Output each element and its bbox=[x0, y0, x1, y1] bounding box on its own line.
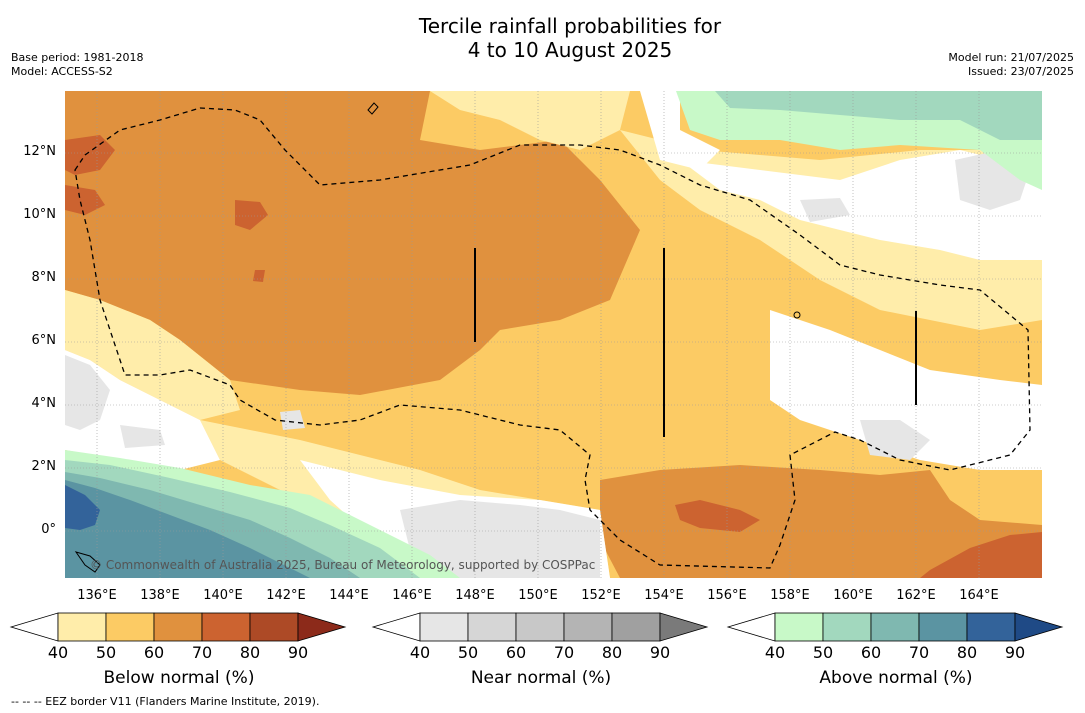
longitude-tick-label: 146°E bbox=[392, 588, 432, 603]
longitude-tick-label: 142°E bbox=[266, 588, 306, 603]
meta-right: Model run: 21/07/2025 Issued: 23/07/2025 bbox=[948, 51, 1074, 79]
longitude-tick-label: 164°E bbox=[959, 588, 999, 603]
latitude-tick-label: 4°N bbox=[31, 396, 57, 411]
colorbar-segment bbox=[105, 612, 155, 642]
longitude-tick-label: 160°E bbox=[833, 588, 873, 603]
map-gridlines bbox=[65, 91, 1042, 578]
colorbar-tick-label: 60 bbox=[143, 643, 165, 662]
colorbar-segment bbox=[419, 612, 469, 642]
colorbar-segment bbox=[515, 612, 565, 642]
colorbar-min-extension bbox=[9, 612, 59, 642]
above-normal-label: Above normal (%) bbox=[819, 668, 973, 688]
colorbar-tick-label: 40 bbox=[764, 643, 786, 662]
colorbar-tick-label: 40 bbox=[47, 643, 69, 662]
longitude-tick-label: 140°E bbox=[203, 588, 243, 603]
eez-border bbox=[74, 107, 1031, 569]
issued-date: Issued: 23/07/2025 bbox=[967, 65, 1074, 78]
colorbar-below-normal bbox=[9, 612, 347, 642]
island-outline bbox=[367, 102, 379, 115]
colorbar-tick-label: 80 bbox=[239, 643, 261, 662]
colorbar-segment bbox=[774, 612, 824, 642]
longitude-tick-label: 148°E bbox=[455, 588, 495, 603]
near-normal-label: Near normal (%) bbox=[470, 668, 612, 688]
colorbar-tick-label: 80 bbox=[601, 643, 623, 662]
colorbar-segment bbox=[467, 612, 517, 642]
colorbar-tick-label: 90 bbox=[287, 643, 309, 662]
colorbar-segment bbox=[870, 612, 920, 642]
longitude-tick-label: 158°E bbox=[770, 588, 810, 603]
colorbar-tick-label: 80 bbox=[956, 643, 978, 662]
colorbar-min-extension bbox=[726, 612, 776, 642]
longitude-tick-label: 136°E bbox=[77, 588, 117, 603]
longitude-tick-label: 154°E bbox=[644, 588, 684, 603]
latitude-tick-label: 10°N bbox=[23, 207, 56, 222]
colorbar-segment bbox=[918, 612, 968, 642]
colorbar-segment bbox=[57, 612, 107, 642]
island-outline bbox=[74, 551, 101, 573]
colorbar-segment bbox=[249, 612, 299, 642]
colorbar-tick-label: 90 bbox=[1004, 643, 1026, 662]
colorbar-segment bbox=[201, 612, 251, 642]
longitude-tick-label: 144°E bbox=[329, 588, 369, 603]
colorbar-max-extension bbox=[1014, 612, 1064, 642]
colorbar-segment bbox=[966, 612, 1016, 642]
base-period: Base period: 1981-2018 bbox=[11, 51, 144, 64]
latitude-tick-label: 2°N bbox=[31, 459, 57, 474]
colorbar-tick-label: 70 bbox=[908, 643, 930, 662]
colorbar-segment bbox=[153, 612, 203, 642]
colorbar-tick-label: 50 bbox=[95, 643, 117, 662]
colorbar-tick-label: 50 bbox=[457, 643, 479, 662]
island-outline bbox=[793, 311, 801, 319]
colorbar-above-normal bbox=[726, 612, 1064, 642]
colorbar-min-extension bbox=[371, 612, 421, 642]
latitude-tick-label: 0° bbox=[41, 522, 56, 537]
colorbar-max-extension bbox=[297, 612, 347, 642]
colorbar-tick-label: 70 bbox=[553, 643, 575, 662]
colorbar-segment bbox=[563, 612, 613, 642]
colorbar-tick-label: 60 bbox=[860, 643, 882, 662]
eez-footnote: -- -- -- EEZ border V11 (Flanders Marine… bbox=[11, 695, 320, 708]
longitude-tick-label: 162°E bbox=[896, 588, 936, 603]
colorbar-tick-label: 40 bbox=[409, 643, 431, 662]
latitude-tick-label: 6°N bbox=[31, 333, 57, 348]
longitude-tick-label: 138°E bbox=[140, 588, 180, 603]
colorbar-tick-label: 70 bbox=[191, 643, 213, 662]
model-run: Model run: 21/07/2025 bbox=[948, 51, 1074, 64]
copyright-text: © Commonwealth of Australia 2025, Bureau… bbox=[90, 558, 596, 572]
colorbar-near-normal bbox=[371, 612, 709, 642]
map-title: Tercile rainfall probabilities for 4 to … bbox=[0, 14, 1085, 62]
longitude-tick-label: 152°E bbox=[581, 588, 621, 603]
longitude-tick-label: 150°E bbox=[518, 588, 558, 603]
model-name: Model: ACCESS-S2 bbox=[11, 65, 113, 78]
colorbar-tick-label: 90 bbox=[649, 643, 671, 662]
colorbar-segment bbox=[822, 612, 872, 642]
latitude-tick-label: 12°N bbox=[23, 144, 56, 159]
below-normal-label: Below normal (%) bbox=[103, 668, 255, 688]
colorbar-tick-label: 50 bbox=[812, 643, 834, 662]
title-line-2: 4 to 10 August 2025 bbox=[467, 38, 673, 62]
colorbar-segment bbox=[611, 612, 661, 642]
colorbar-tick-label: 60 bbox=[505, 643, 527, 662]
latitude-tick-label: 8°N bbox=[31, 270, 57, 285]
colorbars bbox=[9, 612, 1064, 642]
longitude-tick-label: 156°E bbox=[707, 588, 747, 603]
colorbar-max-extension bbox=[659, 612, 709, 642]
probability-fields bbox=[65, 91, 1042, 578]
title-line-1: Tercile rainfall probabilities for bbox=[418, 14, 722, 38]
meta-left: Base period: 1981-2018 Model: ACCESS-S2 bbox=[11, 51, 143, 79]
